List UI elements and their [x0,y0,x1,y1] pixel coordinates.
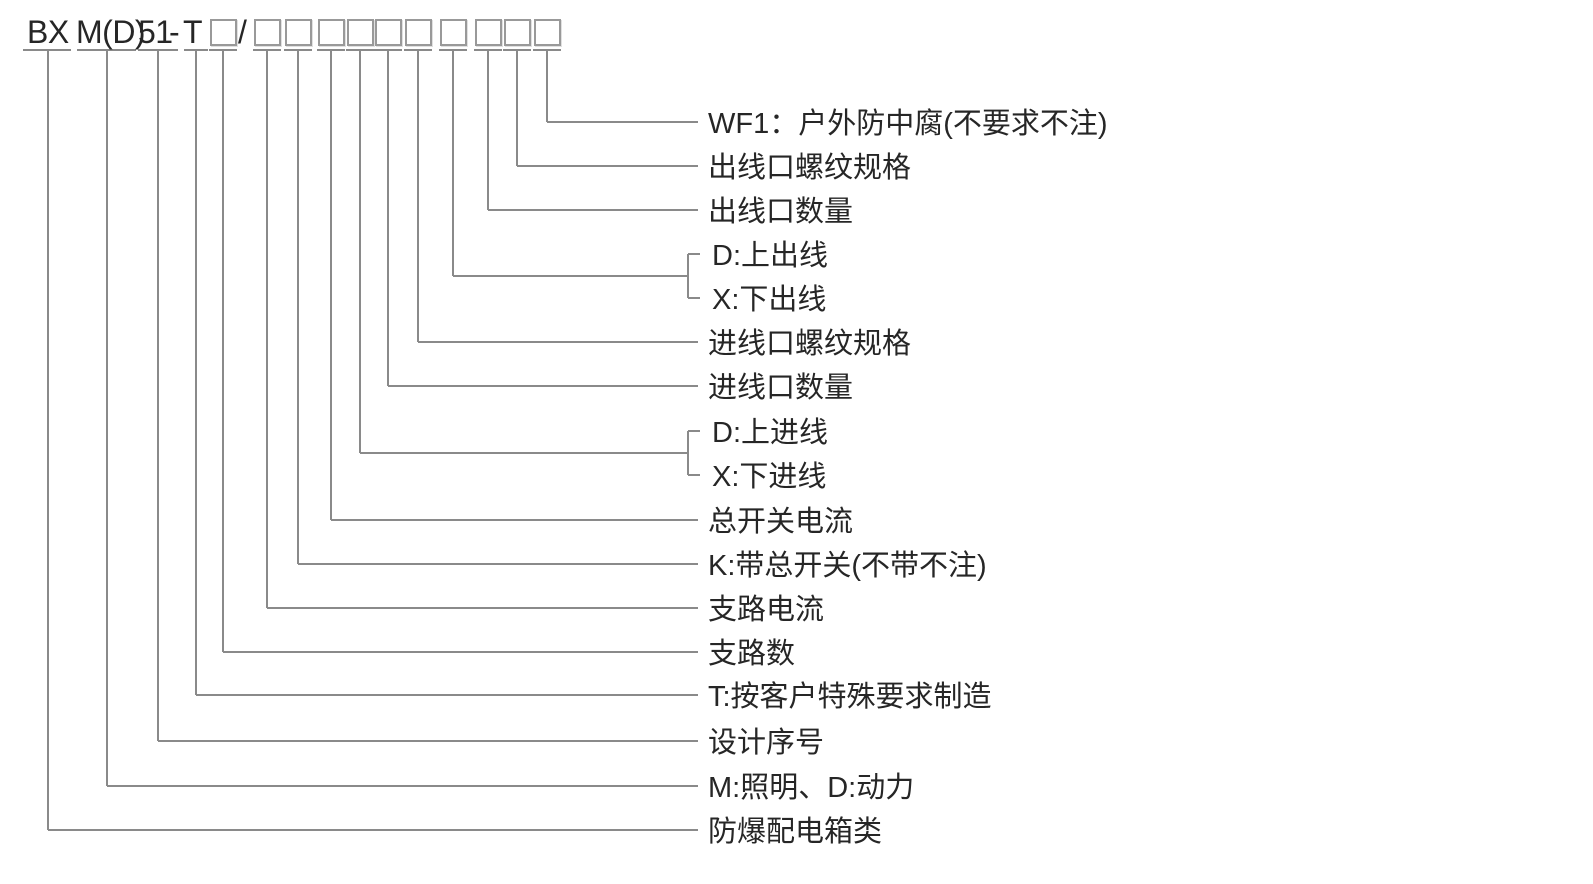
code-part-bx: BX [27,14,69,50]
label-main-switch-current: 总开关电流 [708,506,854,539]
code-box-9 [475,19,502,46]
label-lighting-or-power: M:照明、D:动力 [708,772,915,805]
code-box-4 [318,19,345,46]
code-part-t: T [183,14,203,50]
code-hyphen: - [169,14,180,50]
code-box-1 [210,19,237,46]
code-part-md: M(D) [76,14,146,50]
label-branch-current: 支路电流 [708,594,825,627]
label-wf1-outdoor-anticorrosion: WF1：户外防中腐(不要求不注) [708,108,1108,141]
label-inlet-count: 进线口数量 [708,372,854,405]
code-box-6 [375,19,402,46]
label-with-main-switch: K:带总开关(不带不注) [708,550,987,583]
code-box-3 [285,19,312,46]
code-box-5 [347,19,374,46]
code-box-2 [254,19,281,46]
code-part-design-no: 51 [138,14,173,50]
code-box-11 [534,19,561,46]
code-slash: / [238,14,247,50]
code-box-10 [504,19,531,46]
label-custom-special-requirements: T:按客户特殊要求制造 [708,681,992,714]
label-design-serial-no: 设计序号 [708,727,825,760]
code-box-7 [405,19,432,46]
label-outlet-thread-spec: 出线口螺纹规格 [708,152,912,185]
label-top-inlet: D:上进线 [712,417,829,450]
label-bottom-outlet: X:下出线 [712,284,827,317]
label-outlet-count: 出线口数量 [708,196,854,229]
label-explosion-proof-box-category: 防爆配电箱类 [708,816,883,849]
label-top-outlet: D:上出线 [712,240,829,273]
label-bottom-inlet: X:下进线 [712,461,827,494]
code-box-8 [440,19,467,46]
label-branch-count: 支路数 [708,638,796,671]
label-inlet-thread-spec: 进线口螺纹规格 [708,328,912,361]
